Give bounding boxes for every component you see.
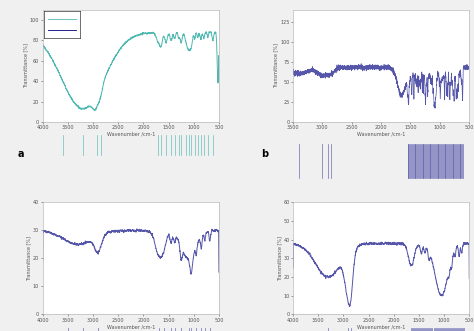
X-axis label: Wavenumber /cm-1: Wavenumber /cm-1: [357, 324, 405, 329]
Text: b: b: [261, 149, 268, 159]
X-axis label: Wavenumber /cm-1: Wavenumber /cm-1: [107, 324, 155, 329]
Y-axis label: Transmittance [%]: Transmittance [%]: [27, 236, 32, 281]
Y-axis label: Transmittance [%]: Transmittance [%]: [23, 43, 28, 88]
Y-axis label: Transmittance [%]: Transmittance [%]: [277, 236, 282, 281]
X-axis label: Wavenumber /cm-1: Wavenumber /cm-1: [107, 132, 155, 137]
Y-axis label: Transmittance [%]: Transmittance [%]: [274, 43, 279, 88]
X-axis label: Wavenumber /cm-1: Wavenumber /cm-1: [357, 132, 405, 137]
Text: a: a: [18, 149, 25, 159]
